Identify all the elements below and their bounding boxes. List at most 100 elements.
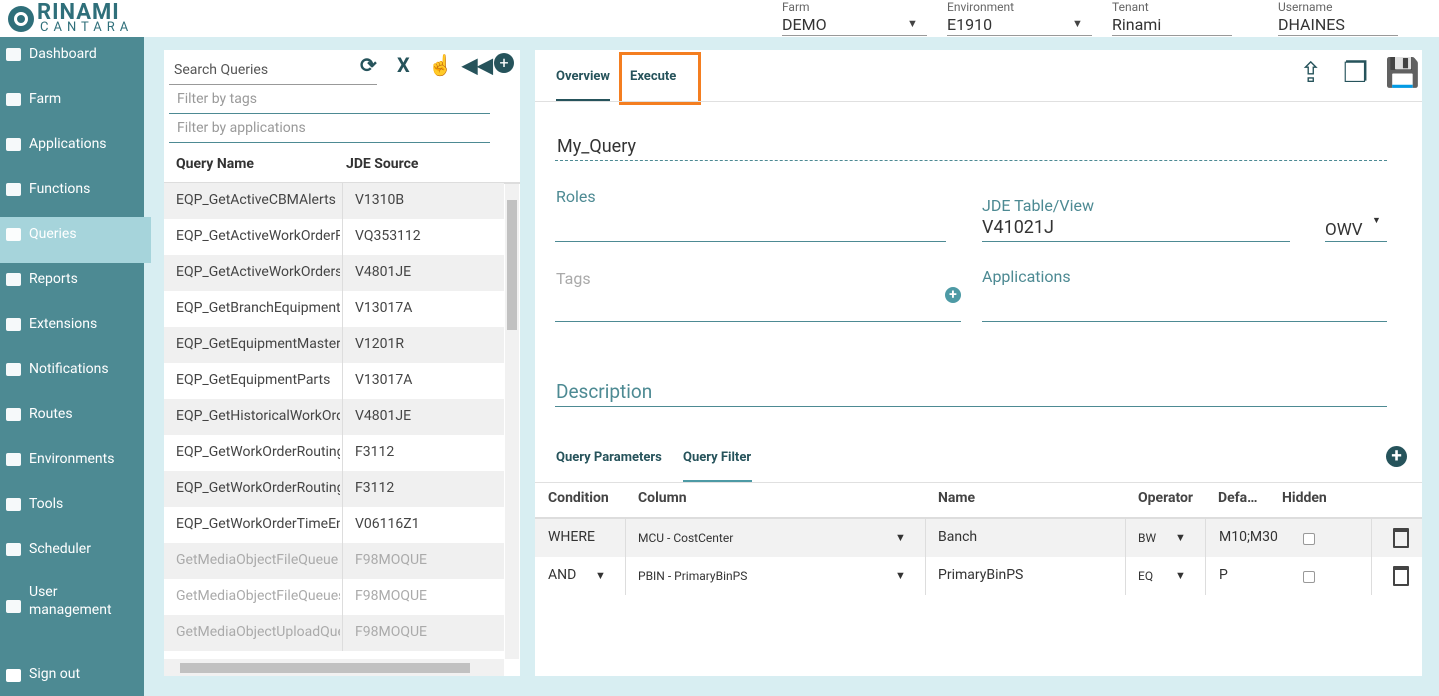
cell-divider [342,327,343,363]
h-scroll-thumb[interactable] [180,663,470,673]
query-row[interactable]: EQP_GetWorkOrderRouting F3112 [164,435,504,471]
toolbar-icon[interactable]: ⇪ [1299,56,1323,89]
cell[interactable]: EQ [1138,569,1154,583]
query-row[interactable]: EQP_GetWorkOrderRouting F3112 [164,471,504,507]
query-row[interactable]: EQP_GetEquipmentParts V13017A [164,363,504,399]
search-input[interactable]: Search Queries [174,62,269,78]
field-value[interactable]: DHAINES [1278,15,1345,34]
query-row[interactable]: EQP_GetBranchEquipment V13017A [164,291,504,327]
underline [1325,241,1387,242]
query-name: EQP_GetActiveWorkOrderR [176,228,340,244]
add-icon[interactable]: + [945,287,961,303]
query-row[interactable]: GetMediaObjectFileQueue F98MOQUE [164,543,504,579]
jde-type[interactable]: OWV [1325,220,1363,240]
tab[interactable]: Execute [630,69,677,84]
app-filter[interactable]: Filter by applications [177,120,306,136]
query-name: EQP_GetEquipmentParts [176,372,331,388]
scroll-thumb[interactable] [507,200,517,330]
query-name: GetMediaObjectFileQueue [176,552,339,568]
sub-tab[interactable]: Query Parameters [556,450,662,465]
toolbar-icon[interactable]: X [397,53,410,77]
nav-icon [6,48,21,61]
nav-icon [6,228,21,241]
label: Roles [556,187,596,206]
cell[interactable]: M10;M30 [1219,529,1278,545]
toolbar-icon[interactable]: ◀◀ [462,53,493,77]
query-row[interactable]: EQP_GetHistoricalWorkOrd V4801JE [164,399,504,435]
dropdown-arrow[interactable]: ▼ [1175,531,1186,544]
add-icon[interactable]: + [1386,446,1407,467]
toolbar-icon[interactable]: ☝ [428,53,453,77]
cell-divider [1371,557,1372,595]
field-value[interactable]: E1910 [947,15,993,34]
toolbar-icon[interactable]: + [494,53,514,73]
cell-divider [342,255,343,291]
cell-divider [925,557,926,595]
field-value[interactable]: DEMO [782,15,827,34]
hidden-checkbox[interactable] [1303,571,1315,583]
delete-icon[interactable] [1393,528,1409,548]
nav-item[interactable]: Dashboard [29,46,97,62]
query-source: F98MOQUE [355,588,427,604]
nav-item[interactable]: Reports [29,271,78,287]
query-row[interactable]: EQP_GetEquipmentMaster V1201R [164,327,504,363]
dropdown-arrow[interactable]: ▼ [595,569,606,582]
cell[interactable]: PrimaryBinPS [938,567,1024,583]
cell[interactable]: Banch [938,529,978,545]
nav-item[interactable]: Applications [29,136,107,152]
nav-item[interactable]: User management [29,584,112,618]
query-name: GetMediaObjectFileQueues [176,588,340,604]
query-name: EQP_GetWorkOrderRouting [176,444,340,460]
query-row[interactable]: GetMediaObjectUploadQue F98MOQUE [164,615,504,651]
field-value[interactable]: Rinami [1112,15,1162,34]
query-name[interactable]: My_Query [557,136,636,157]
toolbar-icon[interactable]: 💾 [1385,56,1420,89]
dropdown-arrow[interactable]: ▼ [1175,569,1186,582]
sub-tab[interactable]: Query Filter [683,450,752,465]
nav-item[interactable]: Queries [29,226,77,242]
jde-value[interactable]: V41021J [982,217,1054,238]
dashed-line [555,160,1387,161]
sign-out[interactable]: Sign out [29,666,81,682]
query-name: GetMediaObjectUploadQue [176,624,340,640]
query-row[interactable]: EQP_GetActiveWorkOrderR VQ353112 [164,219,504,255]
toolbar-icon[interactable]: ⟳ [360,53,377,77]
query-row[interactable]: GetMediaObjectFileQueues F98MOQUE [164,579,504,615]
query-row[interactable]: EQP_GetActiveWorkOrders V4801JE [164,255,504,291]
tag-filter[interactable]: Filter by tags [177,91,257,107]
nav-item[interactable]: Notifications [29,361,109,377]
nav-item[interactable]: Farm [29,91,62,107]
query-list: Search Queries ⟳ X ☝ ◀◀ + Filter by tags Filter… [164,50,520,676]
nav-icon [6,543,21,556]
logo: RINAMI [37,0,120,25]
nav-icon [6,138,21,151]
delete-icon[interactable] [1393,566,1409,586]
query-row[interactable]: EQP_GetActiveCBMAlerts V1310B [164,183,504,219]
nav-item[interactable]: Tools [29,496,64,512]
hidden-checkbox[interactable] [1303,533,1315,545]
nav-item[interactable]: Scheduler [29,541,91,557]
description[interactable]: Description [556,380,653,403]
query-name: EQP_GetBranchEquipment [176,300,340,316]
toolbar-icon[interactable]: ❐ [1343,56,1369,89]
dropdown-arrow[interactable]: ▼ [895,569,906,582]
cell[interactable]: MCU - CostCenter [638,531,734,545]
nav-item[interactable]: Functions [29,181,91,197]
query-row[interactable]: EQP_GetWorkOrderTimeEn V06116Z1 [164,507,504,543]
nav-item[interactable]: Routes [29,406,73,422]
dropdown-arrow[interactable]: ▼ [895,531,906,544]
cell[interactable]: AND [548,567,577,583]
cell[interactable]: WHERE [548,529,595,545]
cell[interactable]: P [1219,567,1228,583]
cell[interactable]: PBIN - PrimaryBinPS [638,569,748,583]
query-source: V4801JE [355,264,412,280]
query-source: F98MOQUE [355,552,427,568]
cell[interactable]: BW [1138,531,1157,545]
nav-item[interactable]: Extensions [29,316,98,332]
cell-divider [342,615,343,651]
tab-border [535,101,1422,102]
tab[interactable]: Overview [556,69,610,84]
nav-item[interactable]: Environments [29,451,115,467]
cell-divider [925,519,926,557]
underline [1112,35,1232,36]
